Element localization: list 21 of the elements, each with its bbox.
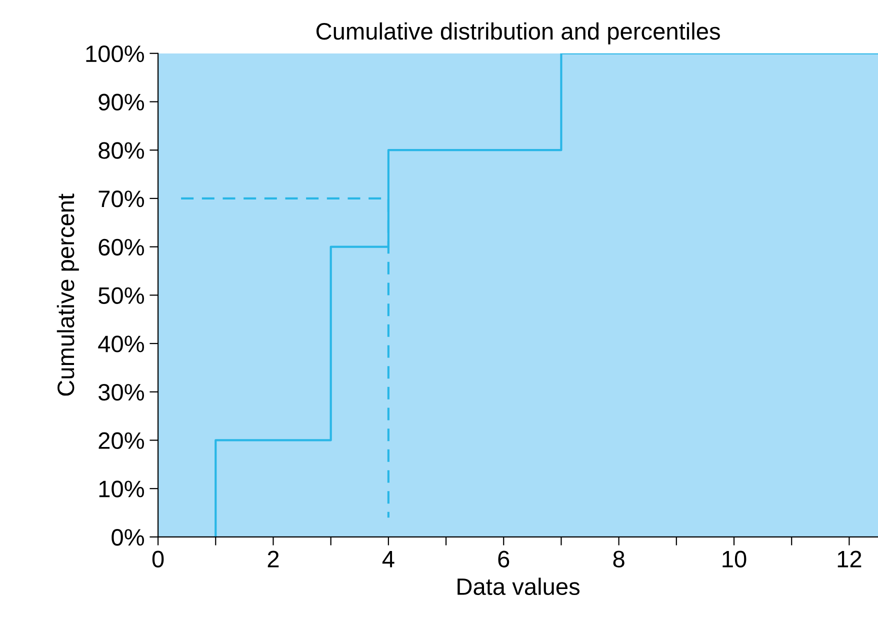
x-tick-label: 8 xyxy=(613,550,624,568)
y-tick-label: 80% xyxy=(98,142,144,159)
y-axis-title: Cumulative percent xyxy=(56,194,79,396)
y-tick-label: 60% xyxy=(98,238,144,256)
x-tick-label: 10 xyxy=(722,550,746,568)
y-tick-label: 10% xyxy=(99,480,144,498)
y-tick-label: 0% xyxy=(112,529,144,546)
y-tick-label: 70% xyxy=(98,190,144,208)
x-tick-label: 2 xyxy=(268,550,279,568)
y-tick-label: 40% xyxy=(98,336,144,352)
x-tick-label: 4 xyxy=(382,551,394,568)
x-tick-label: 12 xyxy=(838,550,862,568)
x-tick-label: 0 xyxy=(152,550,164,568)
y-tick-label: 90% xyxy=(98,94,144,111)
y-tick-label: 30% xyxy=(98,384,144,401)
y-tick-label: 50% xyxy=(98,287,144,304)
chart-title: Cumulative distribution and percentiles xyxy=(316,22,720,44)
y-tick-label: 100% xyxy=(86,45,144,62)
x-axis-title: Data values xyxy=(458,578,580,596)
y-tick-label: 20% xyxy=(98,432,144,450)
x-tick-label: 6 xyxy=(498,550,510,568)
